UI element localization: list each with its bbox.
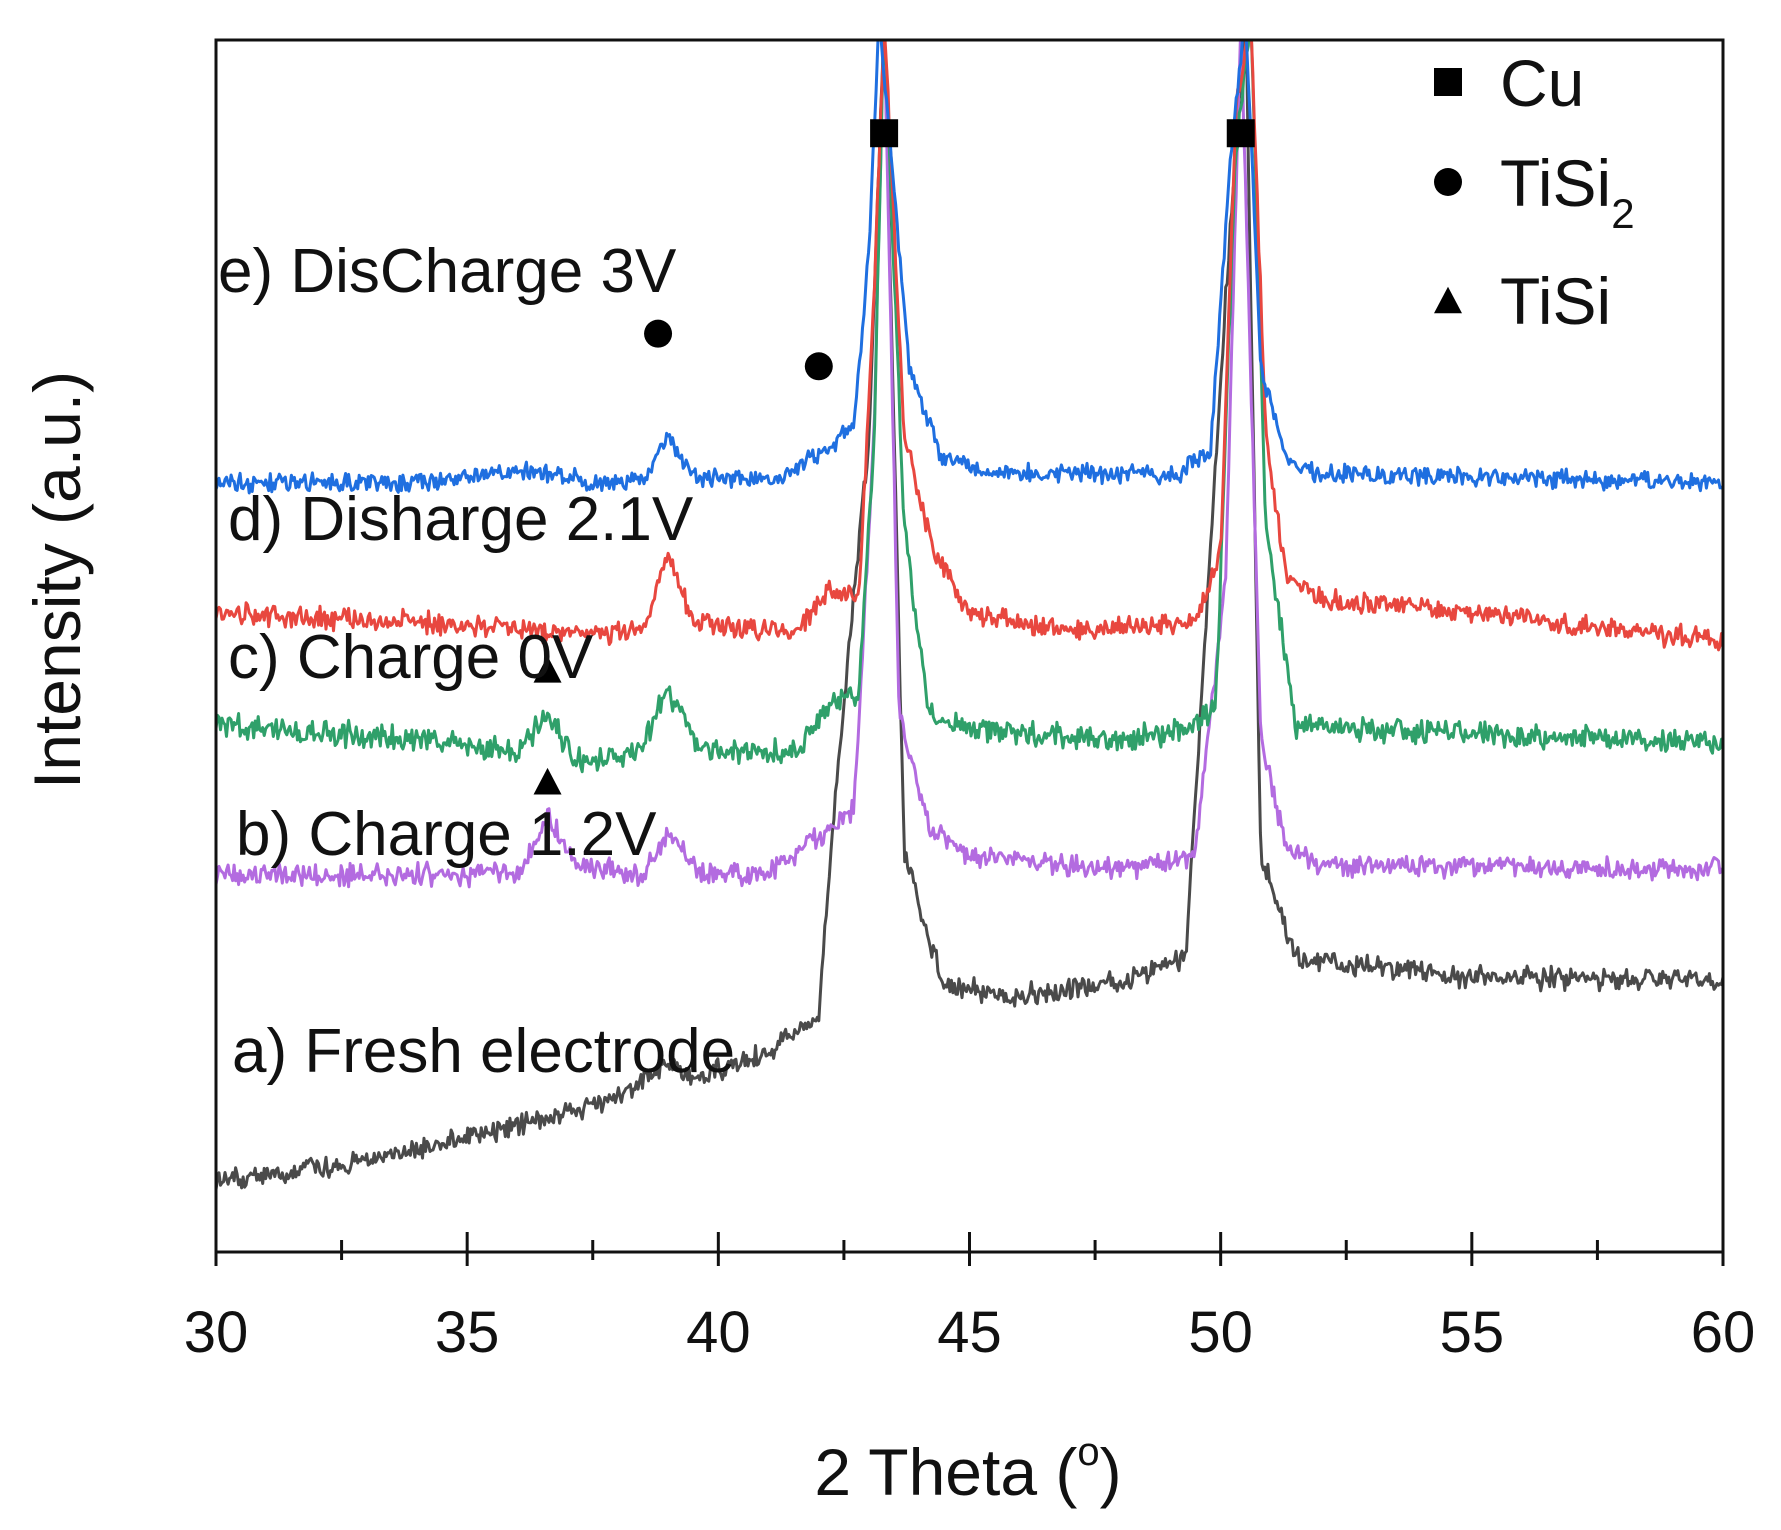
legend-circle-icon — [1434, 168, 1462, 196]
series-line-3 — [216, 40, 1723, 652]
triangle-peak-marker — [533, 767, 562, 795]
series-label-0: a) Fresh electrode — [232, 1017, 735, 1086]
x-tick-label: 55 — [1440, 1300, 1505, 1365]
series-line-2 — [216, 40, 1723, 774]
series-label-2: c) Charge 0V — [228, 623, 594, 692]
x-axis-title-degree: o — [1077, 1430, 1099, 1474]
legend-triangle-icon — [1434, 286, 1462, 314]
triangle-peak-marker — [533, 656, 562, 683]
series-label-1: b) Charge 1.2V — [236, 800, 657, 869]
legend-label-2: TiSi — [1500, 264, 1611, 338]
x-tick-label: 45 — [937, 1300, 1002, 1365]
x-axis-title-main: 2 Theta ( — [814, 1435, 1077, 1509]
legend-label-1: TiSi2 — [1500, 146, 1635, 237]
x-tick-label: 30 — [184, 1300, 249, 1365]
legend-label-0: Cu — [1500, 46, 1584, 120]
x-tick-label: 50 — [1188, 1300, 1253, 1365]
x-axis-title-close: ) — [1100, 1435, 1122, 1509]
legend-square-icon — [1434, 68, 1462, 96]
circle-peak-marker — [804, 352, 833, 381]
series-line-1 — [216, 40, 1723, 889]
y-axis-title: Intensity (a.u.) — [20, 371, 94, 789]
series-label-3: d) Disharge 2.1V — [228, 485, 694, 554]
series-line-0 — [216, 40, 1723, 1190]
square-peak-marker — [870, 119, 899, 148]
x-axis-title: 2 Theta (o) — [814, 1430, 1121, 1509]
x-tick-label: 40 — [686, 1300, 751, 1365]
series-line-4 — [216, 40, 1723, 495]
square-peak-marker — [1226, 119, 1255, 148]
x-tick-label: 60 — [1691, 1300, 1756, 1365]
x-tick-label: 35 — [435, 1300, 500, 1365]
series-label-4: e) DisCharge 3V — [218, 237, 677, 306]
circle-peak-marker — [644, 319, 673, 348]
